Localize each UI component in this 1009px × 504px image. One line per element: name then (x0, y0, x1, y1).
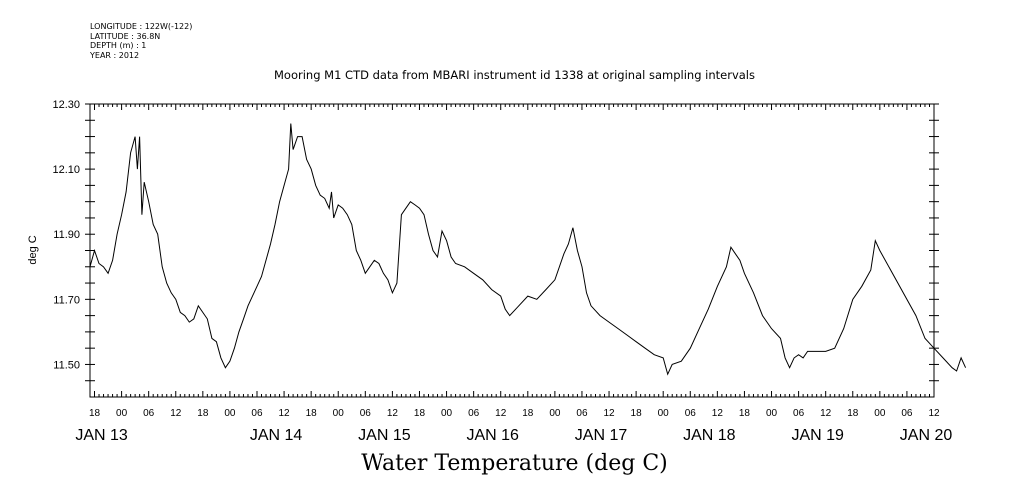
x-hour-label: 00 (116, 408, 128, 419)
x-hour-label: 06 (576, 408, 588, 419)
plot-frame (89, 103, 935, 398)
x-hour-label: 00 (224, 408, 236, 419)
x-hour-label: 06 (143, 408, 155, 419)
x-hour-label: 06 (901, 408, 913, 419)
x-hour-label: 18 (847, 408, 859, 419)
x-hour-label: 18 (306, 408, 318, 419)
year-label: YEAR : 2012 (90, 50, 140, 60)
x-hour-label: 18 (197, 408, 209, 419)
y-tick-label: 12.10 (52, 164, 80, 176)
x-date-label: JAN 14 (250, 427, 303, 444)
x-date-label: JAN 16 (466, 427, 519, 444)
x-hour-label: 06 (251, 408, 263, 419)
x-hour-label: 00 (333, 408, 345, 419)
x-hour-label: 18 (522, 408, 534, 419)
x-hour-label: 00 (766, 408, 778, 419)
x-date-label: JAN 18 (683, 427, 736, 444)
x-hour-label: 18 (89, 408, 101, 419)
x-date-label: JAN 20 (900, 427, 953, 444)
y-tick-label: 11.50 (53, 359, 80, 371)
x-hour-label: 00 (874, 408, 886, 419)
x-date-label: JAN 19 (791, 427, 844, 444)
x-hour-label: 06 (793, 408, 805, 419)
x-date-label: JAN 15 (358, 427, 411, 444)
x-hour-label: 18 (739, 408, 751, 419)
longitude-label: LONGITUDE : 122W(-122) (90, 22, 193, 31)
x-hour-label: 18 (631, 408, 643, 419)
y-axis-label: deg C (27, 235, 39, 264)
metadata-header: LONGITUDE : 122W(-122) LATITUDE : 36.8N … (90, 22, 192, 60)
chart-title: Mooring M1 CTD data from MBARI instrumen… (274, 68, 755, 82)
x-hour-label: 12 (495, 408, 507, 419)
x-hour-label: 00 (658, 408, 670, 419)
x-hour-label: 06 (360, 408, 372, 419)
x-hour-label: 12 (820, 408, 832, 419)
x-hour-label: 18 (414, 408, 426, 419)
x-hour-label: 06 (468, 408, 480, 419)
y-tick-label: 11.90 (53, 229, 80, 241)
x-hour-label: 06 (685, 408, 697, 419)
x-hour-label: 00 (549, 408, 561, 419)
x-hour-label: 12 (712, 408, 724, 419)
series-line-water-temperature (89, 123, 967, 376)
x-hour-label: 12 (279, 408, 291, 419)
x-date-label: JAN 13 (75, 427, 128, 444)
y-tick-label: 12.30 (52, 99, 80, 111)
x-hour-label: 12 (387, 408, 399, 419)
x-hour-label: 12 (170, 408, 182, 419)
variable-title: Water Temperature (deg C) (361, 451, 668, 476)
x-hour-label: 00 (441, 408, 453, 419)
x-hour-label: 12 (928, 408, 940, 419)
x-date-label: JAN 17 (575, 427, 628, 444)
latitude-label: LATITUDE : 36.8N (90, 31, 161, 41)
depth-label: DEPTH (m) : 1 (90, 41, 147, 50)
y-tick-label: 11.70 (53, 294, 80, 306)
x-hour-label: 12 (603, 408, 615, 419)
